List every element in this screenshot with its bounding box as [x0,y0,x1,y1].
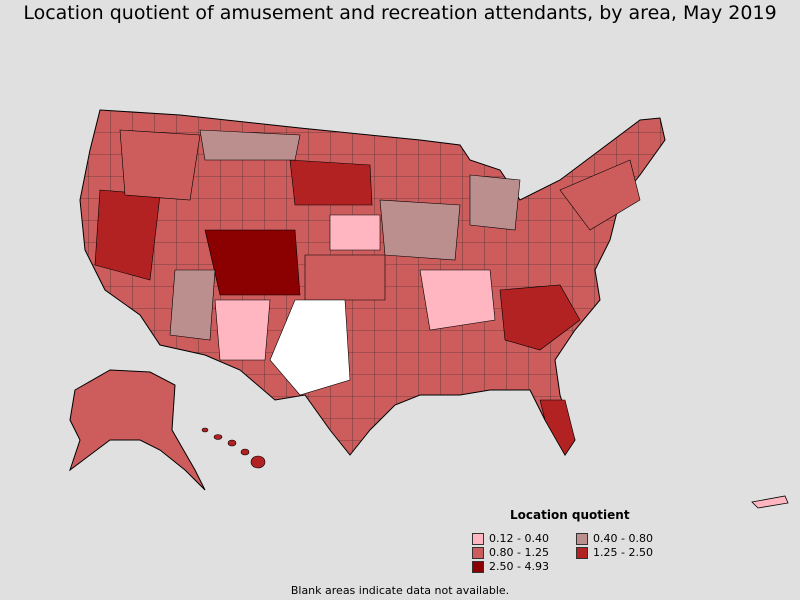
legend-label-1: 0.12 - 0.40 [489,532,549,545]
legend-swatch-1 [472,532,484,545]
legend-item-5: 2.50 - 4.93 [472,560,549,573]
legend-label-4: 1.25 - 2.50 [593,546,653,559]
alaska-region [69,369,206,491]
hawaii-region [201,427,266,469]
footnote: Blank areas indicate data not available. [290,584,510,597]
legend-swatch-4 [576,546,588,559]
map-title: Location quotient of amusement and recre… [23,2,777,24]
legend-swatch-5 [472,560,484,573]
puerto-rico-region [751,495,789,509]
legend-title: Location quotient [510,508,630,522]
legend-label-5: 2.50 - 4.93 [489,560,549,573]
area-patches [94,129,641,456]
legend-item-2: 0.40 - 0.80 [576,532,653,545]
legend-item-4: 1.25 - 2.50 [576,546,653,559]
legend-item-3: 0.80 - 1.25 [472,546,549,559]
legend-swatch-2 [576,532,588,545]
legend-item-1: 0.12 - 0.40 [472,532,549,545]
legend-label-3: 0.80 - 1.25 [489,546,549,559]
legend-label-2: 0.40 - 0.80 [593,532,653,545]
legend-swatch-3 [472,546,484,559]
